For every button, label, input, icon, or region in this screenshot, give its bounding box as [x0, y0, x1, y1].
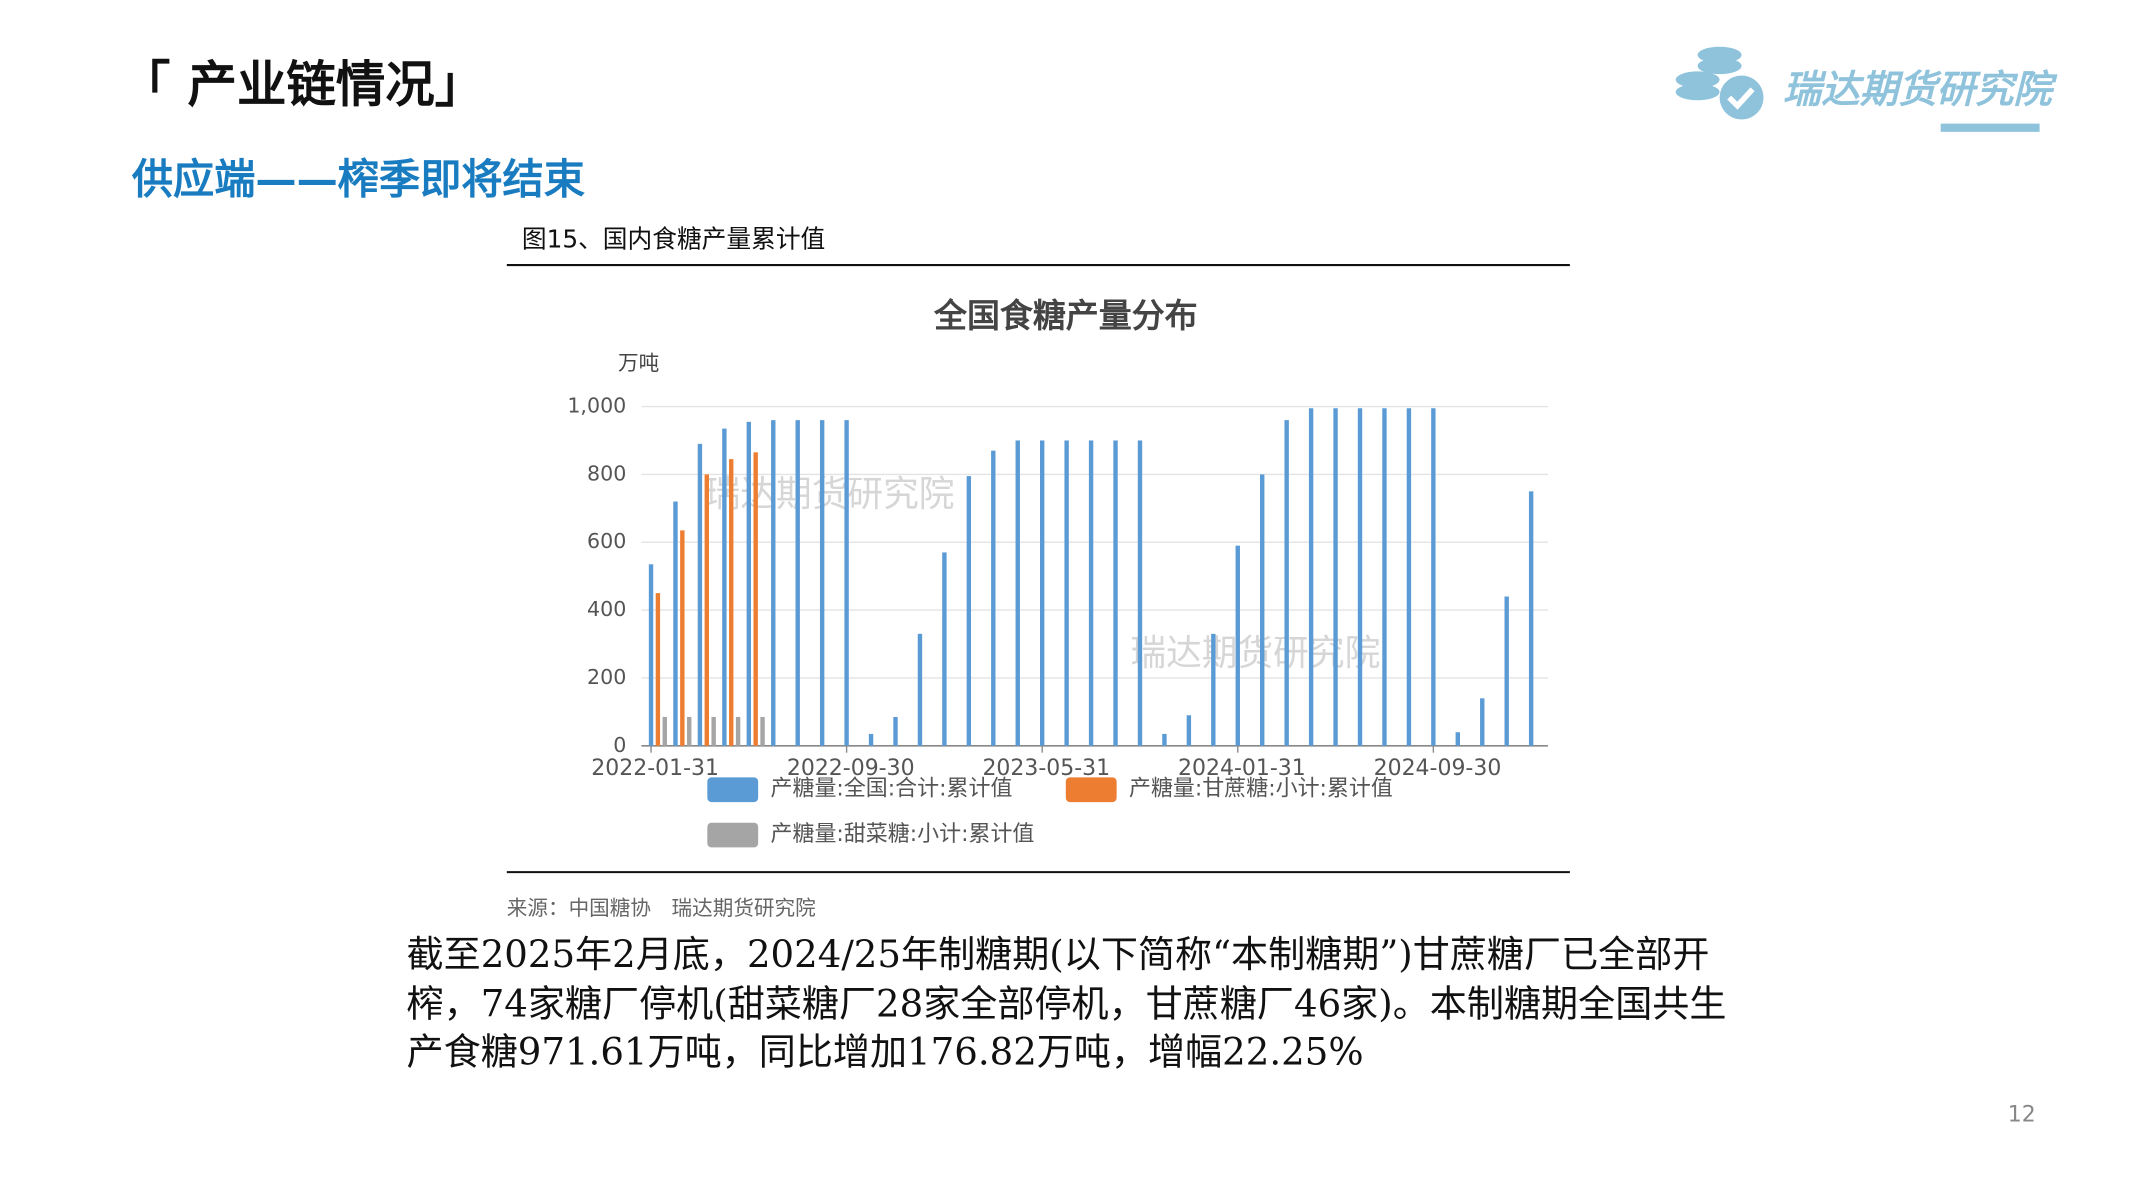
figure-caption: 图15、国内食糖产量累计值 — [522, 224, 825, 253]
bar — [771, 420, 776, 746]
bar — [1039, 440, 1045, 746]
bar — [1308, 408, 1314, 746]
bar — [942, 552, 947, 746]
bar — [1504, 596, 1509, 746]
bar — [1406, 408, 1412, 746]
bar — [893, 716, 898, 746]
y-axis-label: 万吨 — [618, 351, 659, 375]
body-line: 截至2025年2月底，2024/25年制糖期(以下简称“本制糖期”)甘蔗糖厂已全… — [407, 933, 1710, 976]
y-tick-label: 1,000 — [567, 394, 626, 418]
legend-label: 产糖量:甘蔗糖:小计:累计值 — [1129, 777, 1393, 802]
watermark: 瑞达期货研究院 — [705, 474, 955, 515]
x-tick-label: 2024-01-31 — [1178, 756, 1306, 781]
x-tick-label: 2023-05-31 — [982, 756, 1110, 781]
legend-swatch — [1065, 777, 1117, 803]
y-tick-label: 800 — [587, 461, 626, 485]
bar — [746, 421, 752, 746]
bar — [1260, 474, 1265, 746]
x-tick-label: 2022-09-30 — [787, 756, 915, 781]
bar — [1137, 440, 1143, 746]
bar — [697, 443, 703, 746]
legend-swatch — [707, 822, 759, 848]
bar — [711, 716, 716, 746]
bar — [1357, 408, 1363, 746]
bar — [662, 716, 667, 746]
y-tick-label: 400 — [587, 597, 626, 621]
bar — [687, 716, 692, 746]
bar — [1088, 440, 1094, 746]
bar — [1382, 408, 1387, 746]
bar — [1211, 633, 1216, 746]
bar — [1284, 420, 1289, 746]
bar — [1528, 491, 1534, 746]
y-tick-label: 200 — [587, 665, 626, 689]
logo-text: 瑞达期货研究院 — [1783, 68, 2059, 113]
chart-title: 全国食糖产量分布 — [933, 296, 1198, 335]
bar — [648, 564, 654, 746]
body-line: 产食糖971.61万吨，同比增加176.82万吨，增幅22.25% — [407, 1030, 1364, 1073]
bar — [1431, 408, 1436, 746]
subtitle: 供应端——榨季即将结束 — [132, 156, 586, 204]
bar — [722, 428, 727, 746]
y-tick-label: 600 — [587, 529, 626, 553]
bar — [1113, 440, 1118, 746]
bar — [760, 716, 765, 746]
bar — [1162, 733, 1167, 746]
bar — [1333, 408, 1338, 746]
bar — [753, 452, 758, 746]
bar — [655, 593, 661, 746]
bar — [1015, 440, 1020, 746]
slide-title: 「 产业链情况」 — [121, 55, 484, 113]
page-number: 12 — [2008, 1102, 2036, 1127]
bar — [1455, 732, 1460, 746]
bar — [1186, 715, 1192, 746]
bar — [729, 459, 734, 746]
logo — [1675, 46, 2040, 132]
bar — [735, 716, 741, 746]
bar — [917, 633, 923, 746]
bar — [966, 476, 972, 746]
source: 来源：中国糖协 瑞达期货研究院 — [507, 896, 816, 920]
bar — [1480, 698, 1485, 746]
legend-swatch — [707, 777, 759, 803]
x-tick-label: 2024-09-30 — [1374, 756, 1502, 781]
bar — [844, 420, 849, 746]
bar — [704, 474, 709, 746]
bar — [991, 450, 996, 746]
bar — [868, 733, 874, 746]
legend-label: 产糖量:甜菜糖:小计:累计值 — [771, 822, 1035, 847]
plot: 02004006008001,000瑞达期货研究院瑞达期货研究院2022-01-… — [567, 394, 1548, 848]
watermark: 瑞达期货研究院 — [1130, 633, 1380, 674]
bar — [673, 501, 678, 746]
y-tick-label: 0 — [613, 733, 626, 757]
legend-label: 产糖量:全国:合计:累计值 — [771, 777, 1013, 802]
bar — [1235, 545, 1240, 746]
x-tick-label: 2022-01-31 — [591, 756, 719, 781]
bar — [795, 420, 800, 746]
body-line: 榨，74家糖厂停机(甜菜糖厂28家全部停机，甘蔗糖厂46家)。本制糖期全国共生 — [407, 982, 1727, 1025]
bar — [1064, 440, 1069, 746]
bar — [680, 530, 685, 746]
bar — [819, 420, 825, 746]
